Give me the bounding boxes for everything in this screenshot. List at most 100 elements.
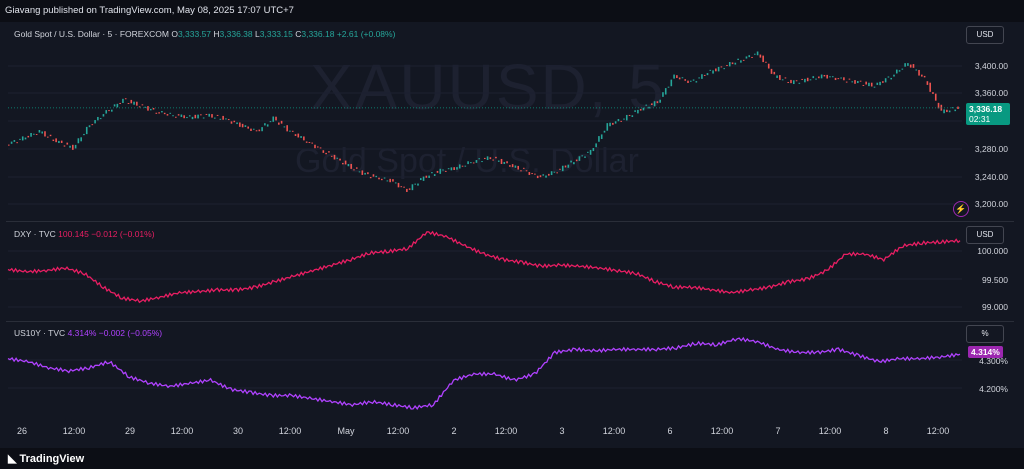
time-axis-label: 30 [232,426,244,436]
gold-candle [623,118,625,120]
pane-separator[interactable] [6,221,1014,222]
gold-candle [642,107,645,111]
time-axis-label: 6 [667,426,673,436]
gold-candle [770,68,773,74]
gold-candle [475,160,478,163]
gold-candle [19,138,21,140]
gold-candle [567,164,570,168]
gold-candle [124,98,127,100]
us10y-unit-button[interactable]: % [966,325,1004,343]
gold-candle [300,136,302,138]
gold-legend[interactable]: Gold Spot / U.S. Dollar · 5 · FOREXCOM O… [14,29,395,39]
gold-candle [152,107,155,110]
gold-candle [35,134,38,136]
lightning-icon[interactable]: ⚡ [953,201,969,217]
gold-candle [882,81,884,83]
gold-candle [158,112,160,114]
gold-candle [787,81,790,83]
gold-candle [639,109,642,111]
gold-candle [837,78,840,80]
gold-candle [439,168,442,174]
time-axis[interactable]: 26 12:00 29 12:00 30 12:00 May 12:00 2 12:00 3 12:0… [6,422,964,440]
gold-candle [381,178,383,181]
gold-candle [726,65,728,67]
gold-candle [172,115,174,117]
gold-candle [138,106,141,108]
gold-candle [408,188,411,190]
gold-candle [890,77,893,80]
high-value: 3,336.38 [219,29,253,39]
time-axis-label: 12:00 [494,426,518,436]
gold-candle [545,175,547,178]
gold-candle [951,107,954,109]
gold-candle [578,156,581,161]
gold-candle [255,130,258,132]
gold-candle [859,80,862,82]
dxy-scale-label: 100.000 [977,246,1008,256]
gold-candle [862,84,865,86]
gold-candle [831,76,834,78]
gold-candle [330,155,333,157]
tradingview-logo[interactable]: ◣ TradingView [8,452,84,465]
gold-candle [397,182,400,188]
symbol-watermark: XAUUSD, 5 [310,51,666,123]
us10y-title: US10Y · TVC [14,328,66,338]
gold-candle [873,86,876,88]
gold-candle [570,160,572,163]
gold-candle [715,68,717,72]
gold-candle [445,170,447,172]
gold-candle [511,164,514,168]
gold-candle [901,68,904,70]
dxy-legend[interactable]: DXY · TVC 100.145 −0.012 (−0.01%) [14,229,155,239]
gold-candle [372,174,375,177]
gold-candle [503,161,506,165]
gold-candle [97,116,99,121]
gold-candle [336,157,339,159]
gold-candle [52,139,55,142]
gold-candle [99,118,102,120]
gold-last-price: 3,336.18 [969,104,1003,114]
dxy-currency-button[interactable]: USD [966,226,1004,244]
gold-candle [539,175,542,178]
gold-candle [261,127,263,132]
gold-candle [392,179,394,182]
gold-candle [205,113,208,115]
gold-candle [55,138,57,143]
gold-candle [411,184,414,191]
gold-candle [450,167,453,171]
gold-candle [266,124,269,127]
us10y-legend[interactable]: US10Y · TVC 4.314% −0.002 (−0.05%) [14,328,162,338]
gold-candle [742,59,745,61]
gold-candle [614,121,617,124]
gold-candle [909,64,912,68]
gold-candle [208,113,211,117]
dxy-value: 100.145 [58,229,89,239]
gold-candle [678,77,681,80]
dxy-scale-label: 99.000 [982,302,1008,312]
gold-candle [202,117,205,119]
gold-candle [305,141,308,143]
gold-candle [673,74,675,79]
gold-candle [820,74,823,79]
gold-candle [453,167,455,170]
pane-separator[interactable] [6,321,1014,322]
gold-candle [823,74,826,77]
us10y-change: −0.002 (−0.05%) [98,328,163,338]
gold-candle [252,128,255,130]
gold-candle [342,162,344,165]
gold-currency-button[interactable]: USD [966,26,1004,44]
gold-candle [264,123,266,126]
gold-candle [27,135,30,138]
gold-candle [522,167,525,169]
gold-candle [272,116,275,122]
gold-candle [211,114,213,118]
gold-candle [542,174,545,176]
gold-candle [717,66,720,72]
gold-candle [687,80,689,83]
gold-candle [553,171,556,173]
gold-candle [848,78,851,80]
gold-candle [561,165,564,172]
time-axis-label: 26 [16,426,28,436]
dxy-scale-label: 99.500 [982,275,1008,285]
